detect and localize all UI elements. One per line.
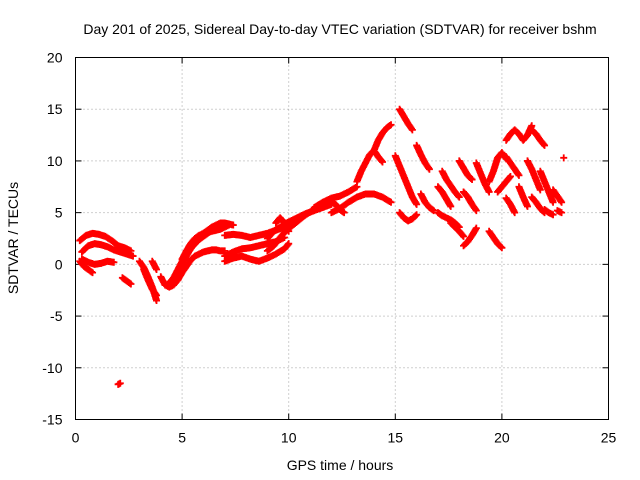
x-tick-label: 25 (601, 430, 617, 446)
data-point (558, 209, 566, 217)
data-point (129, 252, 137, 260)
data-point (110, 258, 118, 266)
data-point (511, 209, 519, 217)
data-point (285, 227, 293, 235)
data-point (153, 266, 161, 274)
chart-title: Day 201 of 2025, Sidereal Day-to-day VTE… (83, 21, 596, 37)
x-tick-label: 20 (494, 430, 510, 446)
data-point (485, 188, 493, 196)
y-tick-label: -10 (42, 360, 62, 376)
x-tick-label: 5 (178, 430, 186, 446)
data-point (497, 243, 505, 251)
data-point (541, 141, 549, 149)
x-axis-label: GPS time / hours (287, 457, 394, 473)
data-point (285, 240, 293, 248)
data-point (379, 158, 387, 166)
data-point (413, 211, 421, 219)
data-point (447, 202, 455, 210)
y-tick-label: 0 (55, 256, 63, 272)
y-tick-label: 20 (47, 50, 63, 66)
data-point (408, 126, 416, 134)
data-point (455, 193, 463, 201)
data-point (549, 198, 557, 206)
data-point (549, 211, 557, 219)
data-point (467, 175, 475, 183)
data-point (430, 207, 438, 215)
data-point (89, 269, 97, 277)
x-tick-label: 0 (72, 430, 80, 446)
data-point (460, 232, 468, 240)
data-point (116, 379, 124, 387)
data-point (558, 198, 566, 206)
data-point (225, 221, 233, 229)
data-point (523, 202, 531, 210)
data-point (468, 176, 476, 184)
y-axis-label: SDTVAR / TECUs (5, 182, 21, 294)
y-tick-label: 10 (47, 153, 63, 169)
y-tick-label: 15 (47, 101, 63, 117)
data-point (560, 154, 568, 162)
data-point (153, 291, 161, 299)
data-point (412, 212, 420, 220)
data-point (127, 280, 135, 288)
data-point (425, 165, 433, 173)
data-point (413, 200, 421, 208)
y-tick-label: -5 (50, 308, 63, 324)
tick-labels: 0 5 10 15 20 25 -15 -10 -5 0 5 10 15 20 (42, 50, 616, 446)
data-point (498, 244, 506, 252)
data-point (340, 209, 348, 217)
y-tick-label: -15 (42, 412, 62, 428)
data-point (515, 171, 523, 179)
x-tick-label: 15 (388, 430, 404, 446)
data-point (536, 186, 544, 194)
grid (75, 57, 609, 420)
axis-ticks (75, 57, 609, 420)
data-point (387, 198, 395, 206)
data-point (472, 224, 480, 232)
data-point (387, 121, 395, 129)
data-markers (76, 105, 568, 388)
y-tick-label: 5 (55, 205, 63, 221)
plot-frame (75, 57, 609, 420)
data-point (472, 207, 480, 215)
data-point (506, 172, 514, 180)
x-tick-label: 10 (281, 430, 297, 446)
